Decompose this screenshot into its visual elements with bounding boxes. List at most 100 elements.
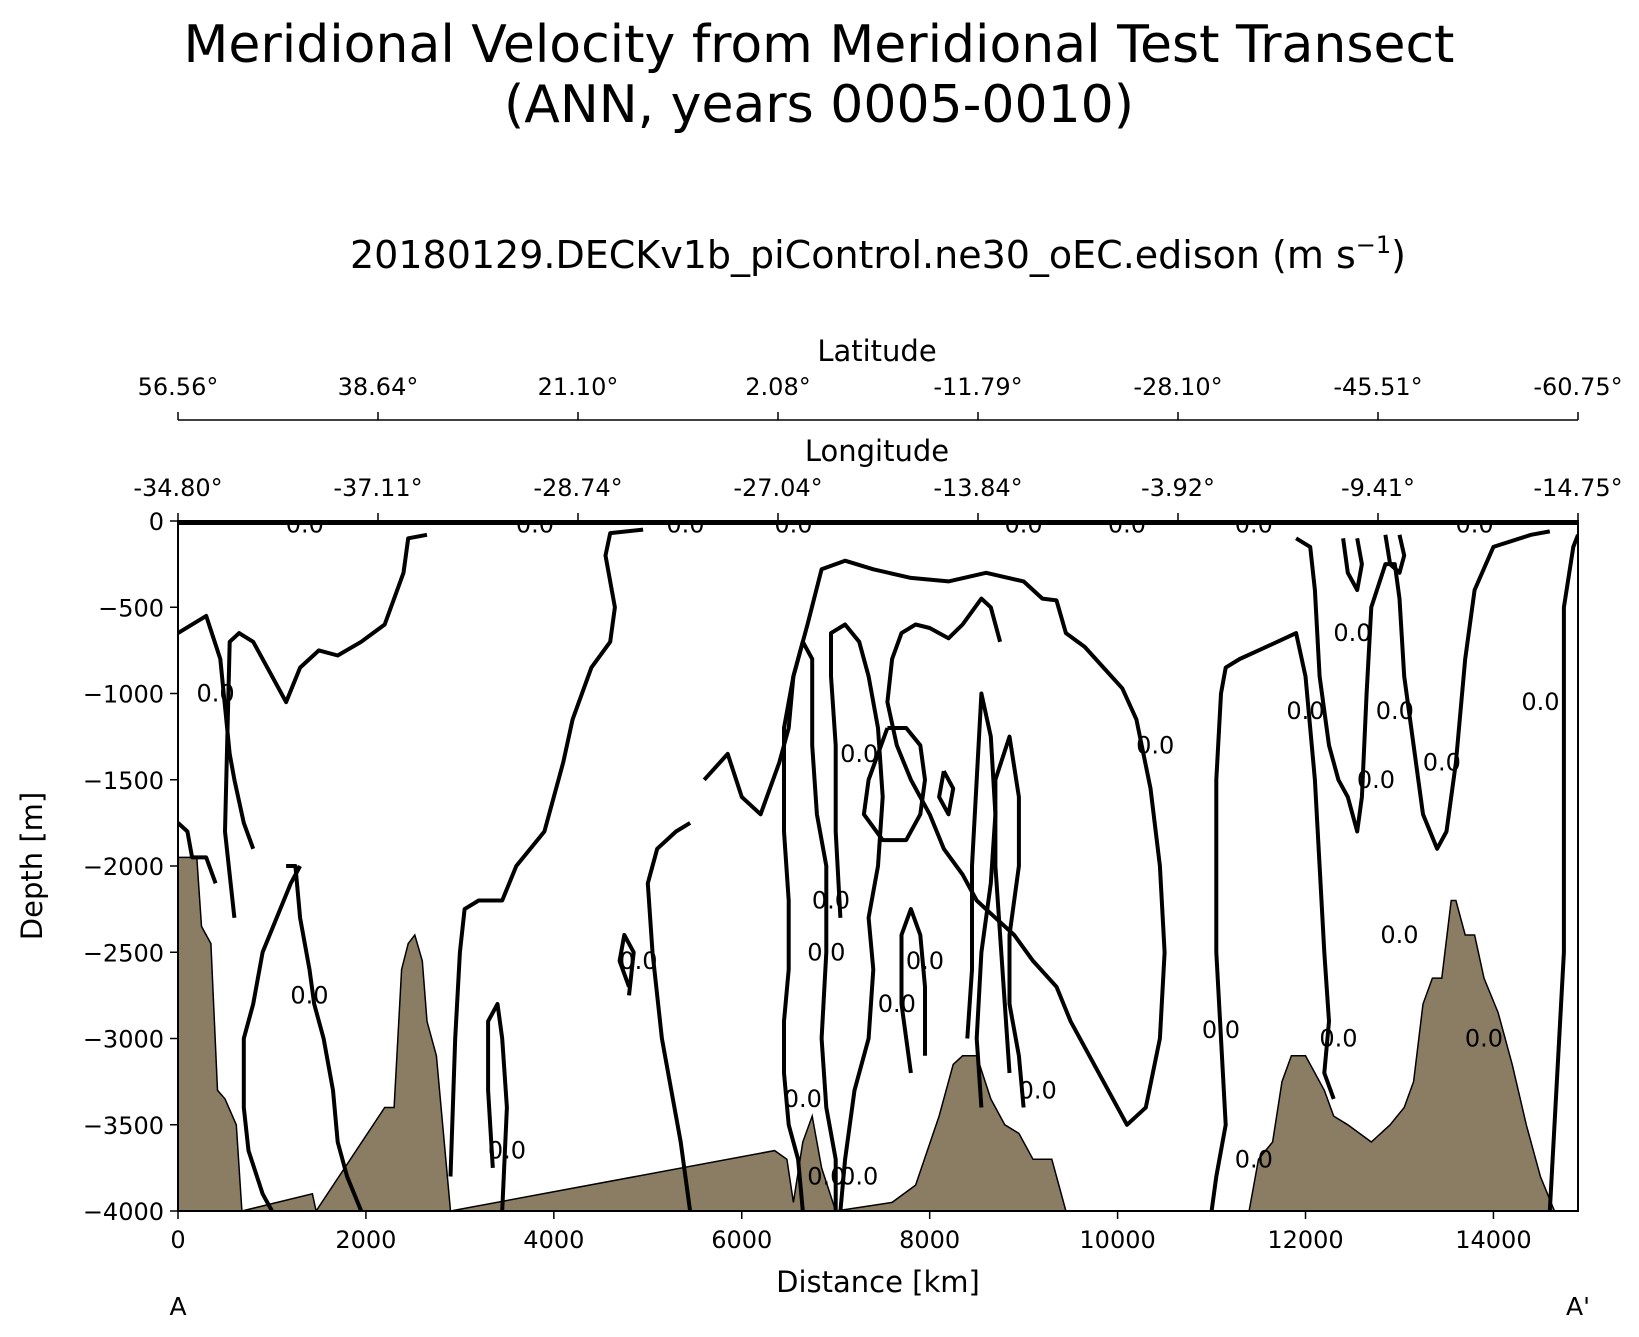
contour-label: 0.0 (1136, 731, 1174, 759)
x-tick-label: 2000 (335, 1226, 396, 1254)
contour-label: 0.0 (286, 511, 324, 539)
x-axis-label: Distance [km] (776, 1265, 980, 1299)
contour-label: 0.0 (906, 947, 944, 975)
contour-label: 0.0 (516, 511, 554, 539)
contour-line (1295, 529, 1551, 851)
contour-line (1209, 631, 1336, 1211)
y-tick-label: −500 (98, 594, 164, 622)
x-tick-label: 4000 (523, 1226, 584, 1254)
y-tick-label: −3000 (83, 1026, 164, 1054)
contour-line (286, 864, 364, 1211)
contour-label: 0.0 (1019, 1076, 1057, 1104)
contour-lines (178, 527, 1578, 1211)
longitude-tick-label: -9.41° (1341, 474, 1415, 502)
y-tick-label: 0 (149, 508, 164, 536)
contour-label: 0.0 (812, 887, 850, 915)
transect-start-label: A (169, 1292, 186, 1321)
figure-title-line2: (ANN, years 0005-0010) (504, 75, 1134, 135)
contour-line (241, 865, 302, 1211)
contour-line (178, 821, 218, 884)
y-ticks: 0 −500 −1000 −1500 −2000 −2500 −3000 −3500 −4000 (83, 508, 178, 1226)
y-tick-label: −4000 (83, 1198, 164, 1226)
contour-label: 0.0 (1521, 688, 1559, 716)
contour-label: 0.0 (1005, 511, 1043, 539)
longitude-tick-label: -28.74° (533, 474, 622, 502)
contour-label: 0.0 (1333, 619, 1371, 647)
longitude-axis-label: Longitude (805, 434, 949, 468)
y-tick-label: −2000 (83, 853, 164, 881)
contour-line (702, 558, 1167, 1127)
contour-label: 0.0 (290, 981, 328, 1009)
contour-label: 0.0 (807, 1163, 845, 1191)
contour-label: 0.0 (1376, 697, 1414, 725)
contour-label: 0.0 (1235, 511, 1273, 539)
longitude-ticks: -34.80° -37.11° -28.74° -27.04° -13.84° -3.92… (133, 474, 1623, 521)
plot-subtitle: 20180129.DECKv1b_piControl.ne30_oEC.edis… (350, 231, 1406, 277)
contour-line (486, 1002, 509, 1211)
contour-label: 0.0 (1380, 921, 1418, 949)
contour-line (1341, 537, 1364, 592)
figure-title-line1: Meridional Velocity from Meridional Test… (184, 15, 1455, 75)
contour-line (782, 639, 838, 1211)
transect-end-label: A' (1566, 1292, 1590, 1321)
contour-label: 0.0 (840, 1163, 878, 1191)
y-tick-label: −1000 (83, 681, 164, 709)
contour-line (178, 613, 256, 850)
contour-label: 0.0 (1423, 749, 1461, 777)
contour-label: 0.0 (1319, 1025, 1357, 1053)
contour-labels: 0.0 0.0 0.0 0.0 0.0 0.0 0.0 0.0 0.0 0.0 0.0 0.0 0.0 0… (197, 511, 1560, 1191)
longitude-tick-label: -37.11° (333, 474, 422, 502)
latitude-tick-label: 56.56° (138, 373, 219, 401)
contour-line (993, 734, 1026, 1108)
latitude-tick-label: -11.79° (933, 373, 1022, 401)
x-tick-label: 14000 (1455, 1226, 1531, 1254)
contour-label: 0.0 (1286, 697, 1324, 725)
y-tick-label: −3500 (83, 1112, 164, 1140)
latitude-tick-label: -28.10° (1133, 373, 1222, 401)
contour-label: 0.0 (784, 1085, 822, 1113)
latitude-axis-label: Latitude (817, 334, 936, 368)
latitude-tick-label: -45.51° (1333, 373, 1422, 401)
contour-line (829, 622, 885, 1211)
latitude-tick-label: 2.08° (745, 373, 810, 401)
x-tick-label: 0 (170, 1226, 185, 1254)
longitude-tick-label: -13.84° (933, 474, 1022, 502)
x-tick-label: 8000 (899, 1226, 960, 1254)
x-tick-label: 6000 (711, 1226, 772, 1254)
contour-label: 0.0 (1235, 1145, 1273, 1173)
longitude-tick-label: -14.75° (1533, 474, 1622, 502)
plot-subtitle-close: ) (1391, 233, 1406, 277)
latitude-tick-label: 38.64° (338, 373, 419, 401)
contour-label: 0.0 (1465, 1025, 1503, 1053)
x-tick-label: 10000 (1079, 1226, 1155, 1254)
y-tick-label: −1500 (83, 767, 164, 795)
contour-label: 0.0 (1357, 766, 1395, 794)
plot-area: 0.0 0.0 0.0 0.0 0.0 0.0 0.0 0.0 0.0 0.0 0.0 0.0 0.0 0… (178, 511, 1578, 1211)
bathymetry-fill (178, 856, 1556, 1211)
contour-line (645, 821, 693, 1211)
contour-label: 0.0 (840, 740, 878, 768)
contour-label: 0.0 (197, 680, 235, 708)
contour-label: 0.0 (488, 1137, 526, 1165)
contour-line (861, 726, 927, 843)
contour-label: 0.0 (807, 938, 845, 966)
longitude-tick-label: -3.92° (1141, 474, 1215, 502)
contour-label: 0.0 (1108, 511, 1146, 539)
longitude-tick-label: -27.04° (733, 474, 822, 502)
y-axis-label: Depth [m] (15, 792, 49, 940)
contour-label: 0.0 (666, 511, 704, 539)
longitude-tick-label: -34.80° (133, 474, 222, 502)
contour-line (965, 691, 998, 1108)
latitude-tick-label: 21.10° (538, 373, 619, 401)
x-ticks: 0 2000 4000 6000 8000 10000 12000 14000 (170, 1211, 1532, 1254)
contour-line (1383, 534, 1407, 575)
contour-line (223, 532, 428, 919)
latitude-ticks: 56.56° 38.64° 21.10° 2.08° -11.79° -28.10° -45… (138, 373, 1623, 420)
contour-line (937, 770, 956, 817)
x-tick-label: 12000 (1267, 1226, 1343, 1254)
contour-line (899, 907, 927, 1074)
contour-label: 0.0 (1456, 511, 1494, 539)
contour-line (448, 527, 644, 1177)
contour-line (1547, 534, 1578, 1211)
